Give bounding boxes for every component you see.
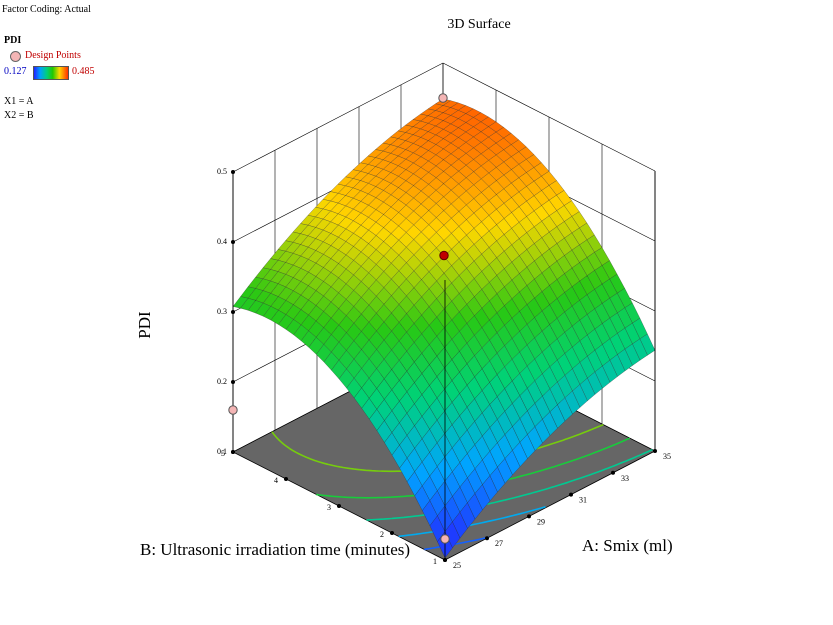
chart-title: 3D Surface (447, 17, 511, 32)
color-scale-max: 0.485 (72, 66, 95, 77)
y-tick-label: 4 (274, 476, 278, 485)
x-axis-title: A: Smix (ml) (582, 536, 673, 555)
z-tick-label: 0.1 (217, 447, 227, 456)
wall-grid-line (442, 62, 656, 172)
z-tick-mark (231, 380, 235, 384)
design-point (439, 250, 449, 261)
response-name-label: PDI (4, 35, 22, 46)
y-tick-mark (443, 558, 447, 562)
x-tick-mark (653, 449, 657, 453)
x-tick-label: 25 (453, 561, 461, 570)
y-tick-mark (337, 504, 341, 508)
color-scale-bar (33, 66, 69, 80)
x-tick-mark (569, 492, 573, 497)
factor-x1-label: X1 = A (4, 96, 34, 107)
design-point-swatch-icon (10, 51, 21, 62)
x-tick-label: 35 (663, 452, 671, 461)
z-tick-mark (231, 310, 235, 314)
y-tick-label: 2 (380, 530, 384, 539)
y-tick-label: 3 (327, 503, 331, 512)
factor-coding-label: Factor Coding: Actual (2, 4, 91, 15)
x-tick-label: 33 (621, 474, 629, 483)
z-tick-label: 0.2 (217, 377, 227, 386)
z-tick-label: 0.4 (217, 237, 227, 246)
z-tick-label: 0.3 (217, 307, 227, 316)
design-point (228, 405, 238, 415)
x-tick-label: 29 (537, 517, 545, 526)
y-tick-label: 1 (433, 557, 437, 566)
design-point (440, 534, 450, 544)
x-tick-mark (611, 470, 615, 475)
x-tick-mark (485, 536, 489, 541)
z-tick-mark (231, 450, 235, 454)
design-points (228, 93, 450, 544)
z-tick-mark (231, 240, 235, 244)
design-points-label: Design Points (25, 50, 81, 61)
y-tick-mark (284, 477, 288, 481)
x-tick-label: 27 (495, 539, 503, 548)
z-tick-mark (231, 170, 235, 174)
axis-ticks: 25 27 29 31 33 35 1 2 3 4 50.1 0.2 0.3 0.4 0.5 (217, 167, 671, 570)
y-axis-title: B: Ultrasonic irradiation time (minutes) (140, 540, 411, 559)
y-tick-mark (390, 531, 394, 535)
z-tick-label: 0.5 (217, 167, 227, 176)
design-point (438, 93, 448, 103)
response-surface (232, 98, 656, 559)
y-tick-label: 5 (221, 449, 225, 458)
factor-x2-label: X2 = B (4, 110, 34, 121)
color-scale-min: 0.127 (4, 66, 27, 77)
x-tick-mark (527, 514, 531, 519)
x-tick-label: 31 (579, 496, 587, 505)
wall-grid-line (232, 62, 444, 173)
